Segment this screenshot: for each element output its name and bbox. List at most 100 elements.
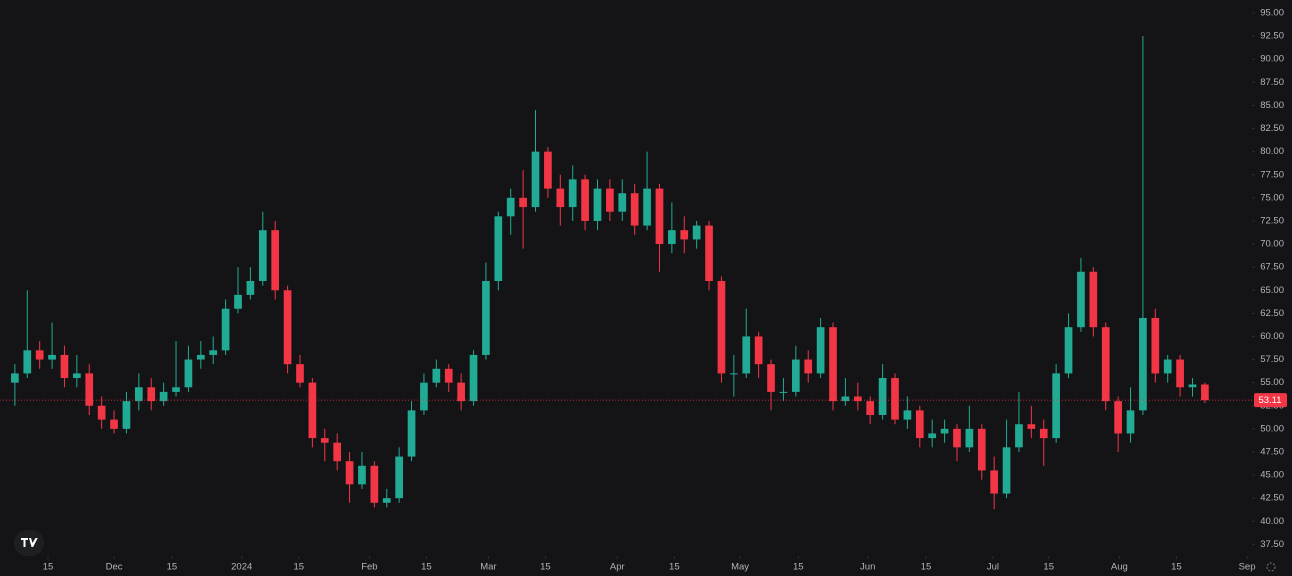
candle-body (1176, 359, 1184, 388)
candle-body (308, 382, 317, 439)
candle-body (172, 387, 180, 392)
candle-body (1114, 401, 1122, 434)
candle-body (395, 456, 403, 499)
candle-body (742, 336, 751, 374)
y-tick-label: 90.00 (1260, 54, 1284, 65)
y-tick-label: 75.00 (1260, 192, 1284, 203)
x-tick-label: Jul (987, 562, 999, 573)
candle-body (568, 179, 577, 208)
candle-body (159, 391, 168, 402)
candle-body (630, 193, 639, 226)
candle-body (209, 350, 218, 355)
x-tick-label: Sep (1239, 562, 1256, 573)
x-tick-label: Feb (361, 562, 377, 573)
candle-body (11, 373, 19, 383)
candle-body (519, 197, 527, 208)
candle-body (1101, 327, 1110, 402)
candle-body (258, 230, 267, 282)
candle-body (804, 359, 813, 374)
settings-icon[interactable] (1266, 562, 1276, 572)
candle-body (246, 281, 255, 295)
candle-body (680, 230, 689, 240)
x-tick-label: 15 (293, 562, 304, 573)
candle-body (556, 188, 565, 208)
settings-button[interactable] (1266, 562, 1276, 572)
candle-body (1027, 424, 1036, 429)
y-tick-label: 62.50 (1260, 308, 1284, 319)
candle-body (48, 354, 56, 360)
y-tick-label: 82.50 (1260, 123, 1284, 134)
candle-body (345, 461, 354, 485)
candle-body (1077, 271, 1085, 328)
x-tick-label: May (731, 562, 749, 573)
candle-body (606, 188, 614, 212)
x-tick-label: Mar (480, 562, 496, 573)
x-tick-label: Dec (106, 562, 123, 573)
candle-body (382, 498, 391, 503)
candle-body (965, 428, 974, 448)
candle-body (85, 373, 94, 406)
candle-body (1015, 424, 1023, 448)
candle-body (878, 378, 887, 415)
candle-body (110, 419, 118, 429)
y-tick-label: 80.00 (1260, 146, 1284, 157)
last-price-label: 53.11 (1258, 395, 1281, 406)
candle-body (147, 387, 156, 402)
y-tick-label: 72.50 (1260, 215, 1284, 226)
candle-body (829, 327, 837, 402)
y-tick-label: 37.50 (1260, 539, 1284, 550)
y-tick-label: 45.00 (1260, 470, 1284, 481)
candle-body (60, 354, 69, 379)
candle-body (320, 438, 329, 443)
tradingview-logo (14, 530, 44, 556)
candle-body (122, 401, 131, 429)
candle-body (494, 216, 503, 282)
candle-body (358, 465, 366, 485)
candle-body (593, 188, 602, 221)
candle-body (1201, 384, 1209, 401)
candle-body (853, 396, 862, 402)
candle-body (1188, 384, 1197, 388)
x-tick-label: 15 (921, 562, 932, 573)
candle-body (234, 294, 242, 309)
candle-body (841, 396, 850, 402)
candle-body (915, 410, 924, 439)
x-tick-label: 15 (793, 562, 804, 573)
candle-body (928, 433, 937, 439)
candle-body (134, 387, 143, 402)
candle-body (296, 364, 304, 383)
candle-body (420, 382, 428, 411)
candle-body (97, 405, 106, 420)
candle-body (767, 364, 775, 392)
candle-body (196, 354, 205, 360)
candle-body (23, 350, 32, 374)
candle-body (668, 230, 676, 245)
y-tick-label: 92.50 (1260, 31, 1284, 42)
candle-body (903, 410, 912, 420)
y-tick-label: 50.00 (1260, 423, 1284, 434)
candle-body (1002, 447, 1011, 494)
y-tick-label: 57.50 (1260, 354, 1284, 365)
candle-body (692, 225, 701, 240)
y-tick-label: 70.00 (1260, 239, 1284, 250)
x-tick-label: 15 (1171, 562, 1182, 573)
y-tick-label: 77.50 (1260, 169, 1284, 180)
candle-body (1139, 317, 1147, 411)
candle-body (444, 368, 453, 383)
candle-body (544, 151, 552, 189)
candle-body (977, 428, 986, 471)
x-tick-label: Jun (860, 562, 875, 573)
candle-body (1039, 428, 1048, 439)
y-tick-label: 65.00 (1260, 285, 1284, 296)
candle-body (1052, 373, 1060, 439)
candle-body (35, 350, 44, 360)
candle-body (184, 359, 193, 388)
x-tick-label: Aug (1111, 562, 1128, 573)
y-tick-label: 85.00 (1260, 100, 1284, 111)
y-tick-label: 67.50 (1260, 262, 1284, 273)
logo-mark (21, 538, 38, 547)
last-price-box (1254, 393, 1287, 408)
candle-body (791, 359, 800, 392)
candle-body (1126, 410, 1135, 434)
